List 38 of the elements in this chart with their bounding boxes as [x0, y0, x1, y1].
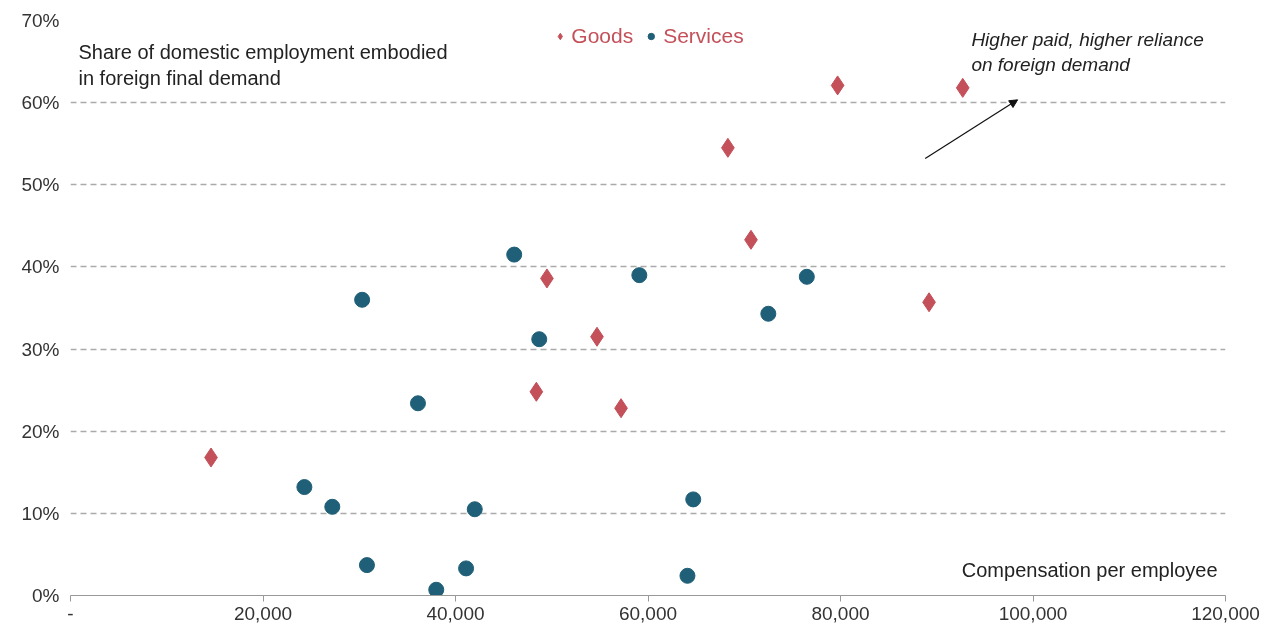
point: [466, 501, 483, 518]
y-tick-label: 30%: [21, 338, 60, 360]
y-axis-title: Share of domestic employment embodied in foreign final demand: [78, 40, 448, 89]
point: [529, 381, 544, 402]
legend-label: Goods: [571, 24, 634, 48]
x-tick-label: 60,000: [618, 602, 678, 624]
point: [354, 291, 371, 308]
y-tick-label: 60%: [21, 92, 60, 114]
point: [760, 305, 777, 322]
y-tick-label: 10%: [21, 502, 60, 524]
legend-label: Services: [663, 24, 744, 48]
point: [798, 268, 815, 285]
point: [955, 77, 970, 98]
point: [324, 498, 341, 515]
point: [506, 246, 523, 263]
point: [830, 75, 845, 96]
point: [358, 557, 375, 574]
point: [458, 560, 475, 577]
x-tick-label: 40,000: [426, 602, 485, 624]
y-tick-label: 40%: [21, 256, 60, 278]
x-tick-label: -: [67, 602, 74, 624]
point: [296, 479, 313, 496]
x-tick-label: 120,000: [1191, 602, 1260, 624]
y-tick-label: 70%: [21, 10, 60, 31]
x-tick-label: 20,000: [233, 602, 293, 624]
point: [428, 581, 445, 596]
point: [679, 567, 696, 584]
point: [531, 331, 548, 348]
x-tick-label: 80,000: [811, 602, 870, 624]
y-tick-label: 50%: [21, 174, 60, 196]
annotation: Higher paid, higher reliance on foreign demand: [971, 29, 1204, 76]
point: [409, 395, 426, 412]
y-tick-label: 20%: [21, 420, 60, 442]
x-axis-title: Compensation per employee: [961, 559, 1218, 582]
point: [685, 491, 702, 508]
point: [631, 267, 648, 284]
y-tick-label: 0%: [32, 585, 60, 606]
x-tick-label: 100,000: [998, 602, 1068, 624]
